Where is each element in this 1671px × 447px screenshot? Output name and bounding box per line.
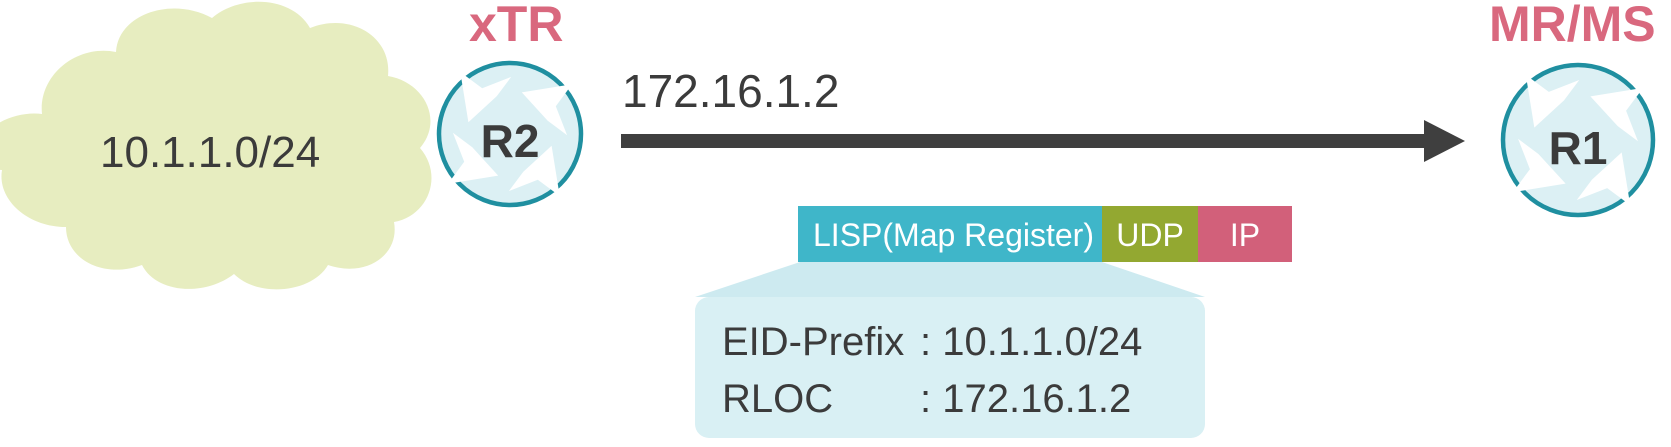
svg-text:EID-Prefix: EID-Prefix bbox=[722, 320, 904, 364]
svg-text:172.16.1.2: 172.16.1.2 bbox=[622, 65, 839, 117]
svg-text:UDP: UDP bbox=[1116, 217, 1184, 253]
svg-text:R2: R2 bbox=[481, 115, 540, 167]
svg-text:RLOC: RLOC bbox=[722, 377, 833, 421]
svg-text:10.1.1.0/24: 10.1.1.0/24 bbox=[100, 128, 320, 177]
svg-text:MR/MS: MR/MS bbox=[1489, 0, 1656, 52]
svg-text:: 10.1.1.0/24: : 10.1.1.0/24 bbox=[920, 320, 1142, 364]
svg-text:LISP(Map Register): LISP(Map Register) bbox=[813, 217, 1094, 253]
svg-text:: 172.16.1.2: : 172.16.1.2 bbox=[920, 377, 1131, 421]
svg-text:R1: R1 bbox=[1549, 122, 1608, 174]
svg-text:xTR: xTR bbox=[469, 0, 563, 52]
svg-text:IP: IP bbox=[1230, 217, 1260, 253]
